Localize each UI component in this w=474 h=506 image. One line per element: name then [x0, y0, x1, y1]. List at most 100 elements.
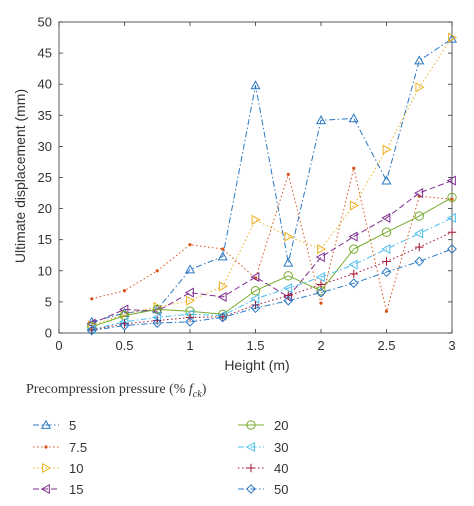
legend-title-suffix: ): [201, 382, 207, 397]
legend-label: 30: [274, 440, 288, 455]
series-line: [91, 231, 453, 331]
data-point: [155, 269, 159, 273]
data-point: [448, 32, 458, 43]
data-point: [250, 271, 260, 283]
data-point: [348, 231, 358, 242]
legend-label: 50: [274, 482, 288, 497]
data-point: [152, 318, 163, 328]
data-point: [381, 243, 391, 255]
series-line: [91, 248, 453, 331]
x-tick-label: 1.5: [246, 338, 264, 353]
legend-marker: [40, 483, 50, 495]
data-point: [415, 242, 424, 252]
legend-title-symbol: f: [188, 382, 193, 397]
data-point: [86, 325, 97, 336]
legend-marker: [40, 419, 52, 429]
x-tick-label: 3: [448, 338, 455, 353]
legend-item-10: 10: [33, 461, 83, 476]
legend-item-7-5: 7.5: [33, 440, 87, 455]
data-point: [152, 304, 162, 315]
series-7-5: [90, 166, 454, 313]
legend-marker: [246, 484, 256, 494]
data-point: [250, 303, 261, 314]
data-point: [384, 309, 389, 313]
series-layer: [86, 32, 458, 336]
data-point: [349, 244, 359, 254]
legend-label: 7.5: [69, 440, 87, 455]
data-point: [186, 295, 196, 306]
data-point: [185, 316, 195, 327]
data-point: [315, 271, 325, 283]
data-point: [382, 144, 392, 155]
series-line: [91, 196, 453, 328]
y-tick-label: 20: [38, 201, 52, 216]
x-tick-label: 2.5: [377, 338, 395, 353]
data-point: [119, 320, 130, 331]
data-point: [122, 289, 127, 293]
data-point: [283, 295, 294, 306]
data-point: [447, 244, 457, 254]
series-line: [91, 217, 453, 330]
y-tick-label: 0: [45, 326, 52, 341]
legend: 5 7.5 10 15 20 30 40 50: [33, 418, 288, 497]
data-point: [381, 227, 392, 237]
x-tick-label: 0: [55, 338, 62, 353]
data-point: [90, 297, 94, 301]
data-point: [349, 269, 358, 279]
legend-label: 20: [274, 418, 288, 433]
data-point: [446, 212, 456, 223]
legend-marker: [246, 420, 256, 430]
legend-label: 10: [69, 461, 83, 476]
data-point: [251, 214, 261, 225]
data-point: [315, 252, 325, 263]
legend-item-50: 50: [238, 482, 288, 497]
series-line: [91, 38, 453, 323]
data-point: [283, 257, 294, 267]
data-point: [381, 267, 392, 277]
data-point: [414, 228, 424, 239]
data-point: [286, 172, 290, 176]
y-tick-label: 10: [38, 263, 52, 278]
y-tick-label: 30: [38, 139, 52, 154]
series-line: [91, 37, 453, 326]
data-point: [414, 211, 424, 221]
legend-marker: [245, 441, 255, 453]
x-tick-label: 2: [317, 338, 324, 353]
legend-item-30: 30: [238, 440, 288, 455]
legend-label: 5: [69, 418, 76, 433]
data-point: [317, 243, 327, 255]
data-point: [315, 115, 327, 125]
data-point: [283, 283, 293, 294]
data-point: [316, 280, 326, 289]
data-point: [152, 304, 163, 314]
series-30: [86, 212, 456, 335]
data-point: [188, 243, 192, 247]
y-tick-label: 50: [38, 15, 52, 30]
data-point: [414, 256, 425, 267]
data-point: [348, 113, 359, 123]
data-point: [447, 192, 457, 203]
data-point: [319, 301, 323, 305]
data-point: [316, 287, 326, 298]
data-point: [446, 175, 456, 186]
data-point: [414, 55, 425, 65]
data-point: [352, 166, 356, 170]
data-point: [349, 200, 359, 211]
legend-item-20: 20: [238, 418, 288, 433]
data-point: [221, 247, 225, 251]
legend-marker: [44, 445, 48, 449]
legend-marker: [42, 462, 52, 474]
data-point: [218, 281, 228, 292]
data-point: [381, 175, 392, 185]
legend-title: Precompression pressure (% fck): [26, 382, 206, 400]
y-axis-label: Ultimate displacement (mm): [12, 89, 28, 263]
series-5: [86, 33, 458, 326]
data-point: [250, 80, 261, 90]
data-point: [250, 286, 261, 296]
y-tick-label: 25: [38, 170, 52, 185]
legend-marker: [246, 463, 256, 473]
y-axis-ticks: 0 5 10 15 20 25 30 35 40 45 50: [38, 15, 452, 341]
data-point: [217, 291, 227, 302]
series-15: [86, 175, 456, 329]
